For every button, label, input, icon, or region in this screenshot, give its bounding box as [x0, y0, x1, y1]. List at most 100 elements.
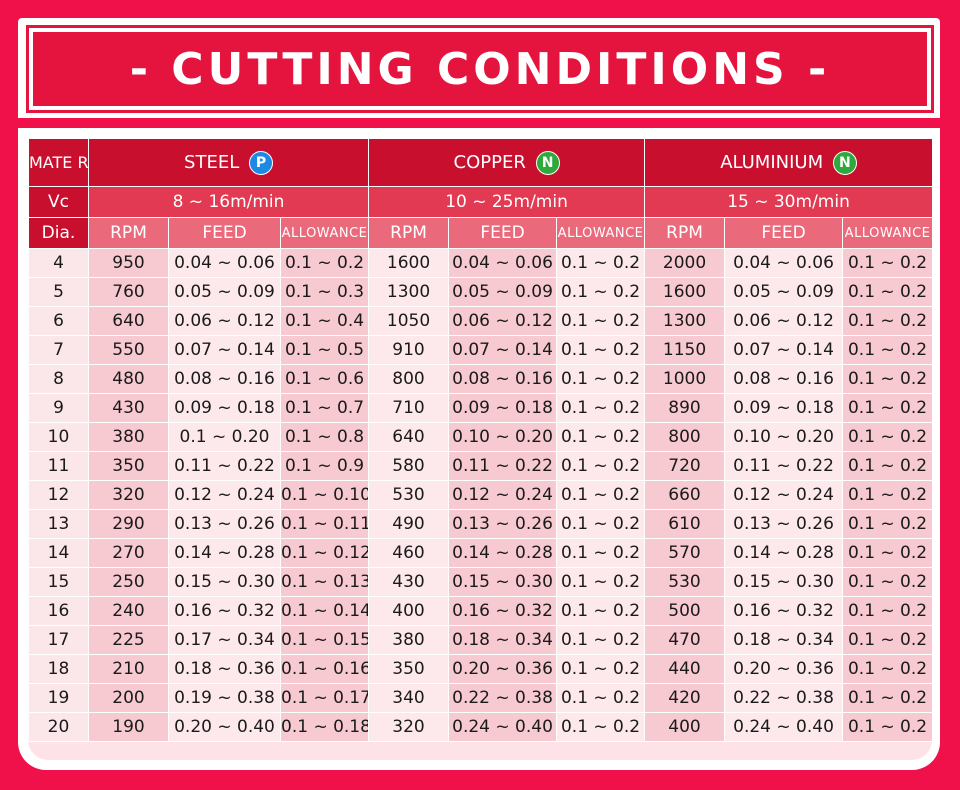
rpm-cell: 380 [88, 422, 169, 452]
table-row: 13 290 0.13 ~ 0.26 0.1 ~ 0.11 490 0.13 ~ 0.26… [28, 509, 932, 539]
dia-cell: 8 [28, 364, 89, 394]
material-name: COPPER [453, 151, 526, 173]
table-row: 11 350 0.11 ~ 0.22 0.1 ~ 0.9 580 0.11 ~ 0.22 0… [28, 451, 932, 481]
rpm-cell: 1000 [644, 364, 726, 394]
feed-cell: 0.04 ~ 0.06 [448, 248, 558, 278]
iso-n-badge-icon: N [535, 150, 560, 175]
rpm-cell: 580 [368, 451, 450, 481]
table-row: 4 950 0.04 ~ 0.06 0.1 ~ 0.2 1600 0.04 ~ 0.06 0… [28, 248, 932, 278]
rpm-cell: 530 [644, 567, 726, 597]
allowance-cell: 0.1 ~ 0.2 [842, 683, 932, 713]
allowance-header: ALLOWANCE [556, 217, 646, 249]
rpm-cell: 430 [88, 393, 169, 423]
allowance-cell: 0.1 ~ 0.5 [279, 335, 370, 365]
feed-cell: 0.09 ~ 0.18 [168, 393, 281, 423]
allowance-cell: 0.1 ~ 0.17 [279, 683, 370, 713]
allowance-cell: 0.1 ~ 0.2 [556, 364, 646, 394]
feed-cell: 0.16 ~ 0.32 [168, 596, 281, 626]
allowance-cell: 0.1 ~ 0.8 [279, 422, 370, 452]
rpm-cell: 270 [88, 538, 169, 568]
material-label-text: MATE RIAL [29, 152, 89, 172]
feed-cell: 0.18 ~ 0.34 [448, 625, 558, 655]
material-header-aluminium: ALUMINIUM N [644, 138, 932, 187]
dia-cell: 13 [28, 509, 89, 539]
material-name: STEEL [184, 151, 240, 173]
feed-cell: 0.06 ~ 0.12 [448, 306, 558, 336]
dia-cell: 20 [28, 712, 89, 742]
rpm-cell: 2000 [644, 248, 726, 278]
dia-cell: 18 [28, 654, 89, 684]
material-label: MATE RIAL [28, 138, 89, 187]
feed-cell: 0.11 ~ 0.22 [448, 451, 558, 481]
rpm-cell: 1300 [644, 306, 726, 336]
feed-cell: 0.08 ~ 0.16 [724, 364, 844, 394]
feed-cell: 0.13 ~ 0.26 [168, 509, 281, 539]
rpm-cell: 490 [368, 509, 450, 539]
rpm-cell: 350 [368, 654, 450, 684]
dia-cell: 14 [28, 538, 89, 568]
allowance-cell: 0.1 ~ 0.2 [556, 393, 646, 423]
allowance-cell: 0.1 ~ 0.2 [842, 567, 932, 597]
rpm-cell: 760 [88, 277, 169, 307]
allowance-cell: 0.1 ~ 0.2 [556, 335, 646, 365]
table-row: 10 380 0.1 ~ 0.20 0.1 ~ 0.8 640 0.10 ~ 0.20 0.… [28, 422, 932, 452]
material-header-copper: COPPER N [368, 138, 646, 187]
table-row: 17 225 0.17 ~ 0.34 0.1 ~ 0.15 380 0.18 ~ 0.34… [28, 625, 932, 655]
iso-n-badge-icon: N [832, 150, 857, 175]
allowance-cell: 0.1 ~ 0.2 [556, 683, 646, 713]
feed-cell: 0.17 ~ 0.34 [168, 625, 281, 655]
rpm-header: RPM [644, 217, 726, 249]
table-row: 12 320 0.12 ~ 0.24 0.1 ~ 0.10 530 0.12 ~ 0.24… [28, 480, 932, 510]
rpm-cell: 640 [88, 306, 169, 336]
feed-cell: 0.11 ~ 0.22 [724, 451, 844, 481]
feed-cell: 0.08 ~ 0.16 [448, 364, 558, 394]
column-header-row: Dia. RPM FEED ALLOWANCE RPM FEED ALLOWAN… [28, 217, 932, 249]
feed-cell: 0.05 ~ 0.09 [724, 277, 844, 307]
feed-cell: 0.09 ~ 0.18 [448, 393, 558, 423]
allowance-cell: 0.1 ~ 0.2 [842, 480, 932, 510]
rpm-cell: 200 [88, 683, 169, 713]
rpm-cell: 380 [368, 625, 450, 655]
feed-cell: 0.15 ~ 0.30 [448, 567, 558, 597]
feed-cell: 0.16 ~ 0.32 [724, 596, 844, 626]
rpm-cell: 210 [88, 654, 169, 684]
allowance-cell: 0.1 ~ 0.2 [556, 654, 646, 684]
allowance-cell: 0.1 ~ 0.2 [556, 712, 646, 742]
table-row: 6 640 0.06 ~ 0.12 0.1 ~ 0.4 1050 0.06 ~ 0.12 0… [28, 306, 932, 336]
feed-cell: 0.05 ~ 0.09 [448, 277, 558, 307]
rpm-header: RPM [368, 217, 450, 249]
allowance-cell: 0.1 ~ 0.2 [842, 422, 932, 452]
feed-cell: 0.22 ~ 0.38 [448, 683, 558, 713]
feed-cell: 0.07 ~ 0.14 [168, 335, 281, 365]
table-body: 4 950 0.04 ~ 0.06 0.1 ~ 0.2 1600 0.04 ~ 0.06 0… [28, 248, 932, 742]
rpm-cell: 640 [368, 422, 450, 452]
allowance-cell: 0.1 ~ 0.12 [279, 538, 370, 568]
dia-cell: 11 [28, 451, 89, 481]
allowance-cell: 0.1 ~ 0.2 [842, 393, 932, 423]
allowance-cell: 0.1 ~ 0.2 [842, 248, 932, 278]
allowance-cell: 0.1 ~ 0.2 [556, 596, 646, 626]
allowance-cell: 0.1 ~ 0.14 [279, 596, 370, 626]
allowance-cell: 0.1 ~ 0.2 [842, 625, 932, 655]
dia-cell: 5 [28, 277, 89, 307]
allowance-cell: 0.1 ~ 0.2 [842, 596, 932, 626]
vc-label: Vc [28, 186, 89, 218]
dia-cell: 7 [28, 335, 89, 365]
rpm-cell: 290 [88, 509, 169, 539]
feed-cell: 0.22 ~ 0.38 [724, 683, 844, 713]
dia-cell: 6 [28, 306, 89, 336]
allowance-cell: 0.1 ~ 0.2 [556, 480, 646, 510]
cutting-conditions-table-container: BP MATE RIAL STEEL P COPPER N A [28, 138, 932, 760]
table-row: 8 480 0.08 ~ 0.16 0.1 ~ 0.6 800 0.08 ~ 0.16 0.… [28, 364, 932, 394]
allowance-cell: 0.1 ~ 0.15 [279, 625, 370, 655]
allowance-cell: 0.1 ~ 0.9 [279, 451, 370, 481]
vc-copper: 10 ~ 25m/min [368, 186, 646, 218]
dia-cell: 19 [28, 683, 89, 713]
feed-cell: 0.07 ~ 0.14 [724, 335, 844, 365]
page-title: - CUTTING CONDITIONS - [29, 28, 931, 110]
allowance-cell: 0.1 ~ 0.2 [556, 538, 646, 568]
allowance-cell: 0.1 ~ 0.2 [842, 277, 932, 307]
allowance-cell: 0.1 ~ 0.2 [842, 364, 932, 394]
feed-cell: 0.12 ~ 0.24 [168, 480, 281, 510]
rpm-cell: 800 [368, 364, 450, 394]
